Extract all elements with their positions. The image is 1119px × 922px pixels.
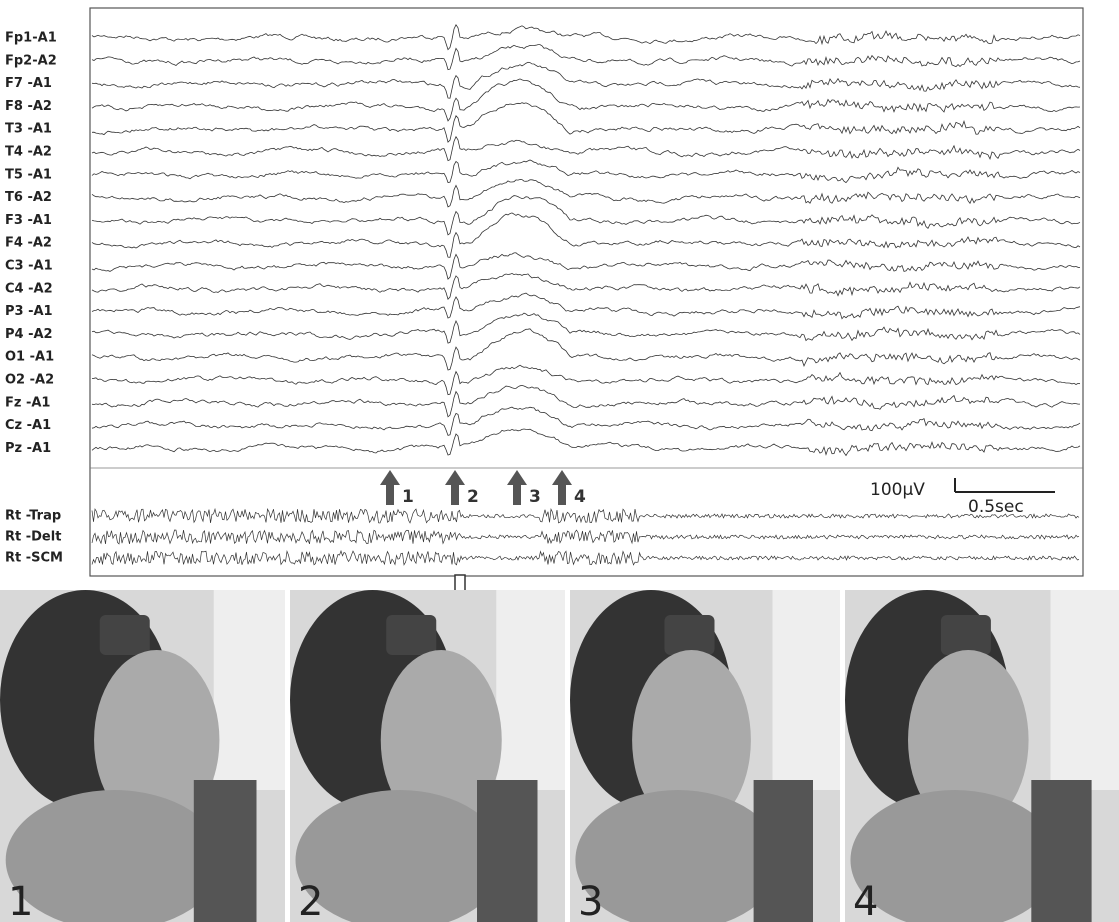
wall — [213, 590, 285, 790]
eeg-trace — [91, 384, 1080, 418]
scale-time: 0.5sec — [968, 497, 1024, 517]
channel-label: F4 -A2 — [5, 236, 52, 251]
channel-label: Fp2-A2 — [5, 53, 57, 68]
frame-label: 3 — [578, 879, 603, 922]
eeg-trace — [91, 406, 1081, 436]
channel-label: O2 -A2 — [5, 373, 54, 388]
eeg-trace — [91, 272, 1081, 300]
video-frame: 1 — [0, 590, 285, 922]
face-mask — [99, 615, 150, 655]
lap — [5, 790, 223, 922]
channel-label: C4 -A2 — [5, 281, 53, 296]
frame-label: 2 — [298, 879, 323, 922]
eeg-trace — [91, 102, 1081, 143]
wall — [496, 590, 565, 790]
striped-leg — [1031, 780, 1092, 922]
channel-label: F3 -A1 — [5, 213, 52, 228]
eeg-trace — [91, 252, 1081, 280]
video-frame: 3 — [570, 590, 840, 922]
event-number: 1 — [402, 487, 414, 507]
video-frame: 4 — [845, 590, 1119, 922]
channel-label: F7 -A1 — [5, 76, 52, 91]
channel-label: P4 -A2 — [5, 327, 53, 342]
eeg-trace — [91, 292, 1081, 320]
eeg-trace — [91, 195, 1081, 236]
wall — [1050, 590, 1119, 790]
channel-label: C3 -A1 — [5, 259, 53, 274]
child — [632, 650, 751, 830]
eeg-trace — [91, 159, 1081, 184]
child — [94, 650, 220, 830]
eeg-trace — [91, 23, 1081, 51]
eeg-trace — [91, 428, 1081, 457]
event-arrow — [380, 470, 400, 505]
eeg-trace — [91, 179, 1081, 208]
emg-trace — [91, 549, 1080, 566]
channel-label: O1 -A1 — [5, 350, 54, 365]
eeg-trace — [91, 328, 1081, 371]
channel-label: Cz -A1 — [5, 418, 51, 433]
eeg-trace — [91, 364, 1081, 396]
channel-label: F8 -A2 — [5, 99, 52, 114]
channel-label: Pz -A1 — [5, 441, 51, 456]
eeg-trace — [91, 212, 1081, 258]
eeg-trace — [91, 135, 1081, 162]
emg-trace — [91, 529, 1080, 545]
face-mask — [940, 615, 991, 655]
emg-label: Rt -SCM — [5, 551, 63, 566]
striped-leg — [753, 780, 813, 922]
eeg-trace — [91, 78, 1081, 122]
channel-label: T4 -A2 — [5, 145, 52, 160]
eeg-trace — [91, 44, 1081, 71]
wall — [772, 590, 840, 790]
striped-leg — [193, 780, 257, 922]
emg-label: Rt -Delt — [5, 530, 61, 545]
event-number: 4 — [574, 487, 586, 507]
channel-label: Fz -A1 — [5, 395, 50, 410]
lap — [295, 790, 505, 922]
channel-label: T3 -A1 — [5, 122, 52, 137]
eeg-frame — [89, 7, 1084, 577]
event-arrow — [445, 470, 465, 505]
event-number: 3 — [529, 487, 541, 507]
channel-label: P3 -A1 — [5, 304, 53, 319]
event-number: 2 — [467, 487, 479, 507]
emg-trace — [91, 507, 1080, 524]
frame-label: 1 — [8, 879, 33, 922]
scale-amplitude: 100µV — [870, 480, 925, 500]
frame-label: 4 — [853, 879, 878, 922]
eeg-trace — [91, 312, 1081, 344]
child — [380, 650, 502, 830]
channel-label: Fp1-A1 — [5, 31, 57, 46]
event-arrow — [507, 470, 527, 505]
striped-leg — [477, 780, 538, 922]
event-arrow — [552, 470, 572, 505]
face-mask — [664, 615, 715, 655]
emg-label: Rt -Trap — [5, 509, 61, 524]
eeg-trace — [91, 61, 1081, 99]
child — [908, 650, 1029, 830]
lap — [575, 790, 781, 922]
channel-label: T5 -A1 — [5, 167, 52, 182]
face-mask — [386, 615, 437, 655]
lap — [850, 790, 1059, 922]
channel-label: T6 -A2 — [5, 190, 52, 205]
video-frame: 2 — [290, 590, 565, 922]
